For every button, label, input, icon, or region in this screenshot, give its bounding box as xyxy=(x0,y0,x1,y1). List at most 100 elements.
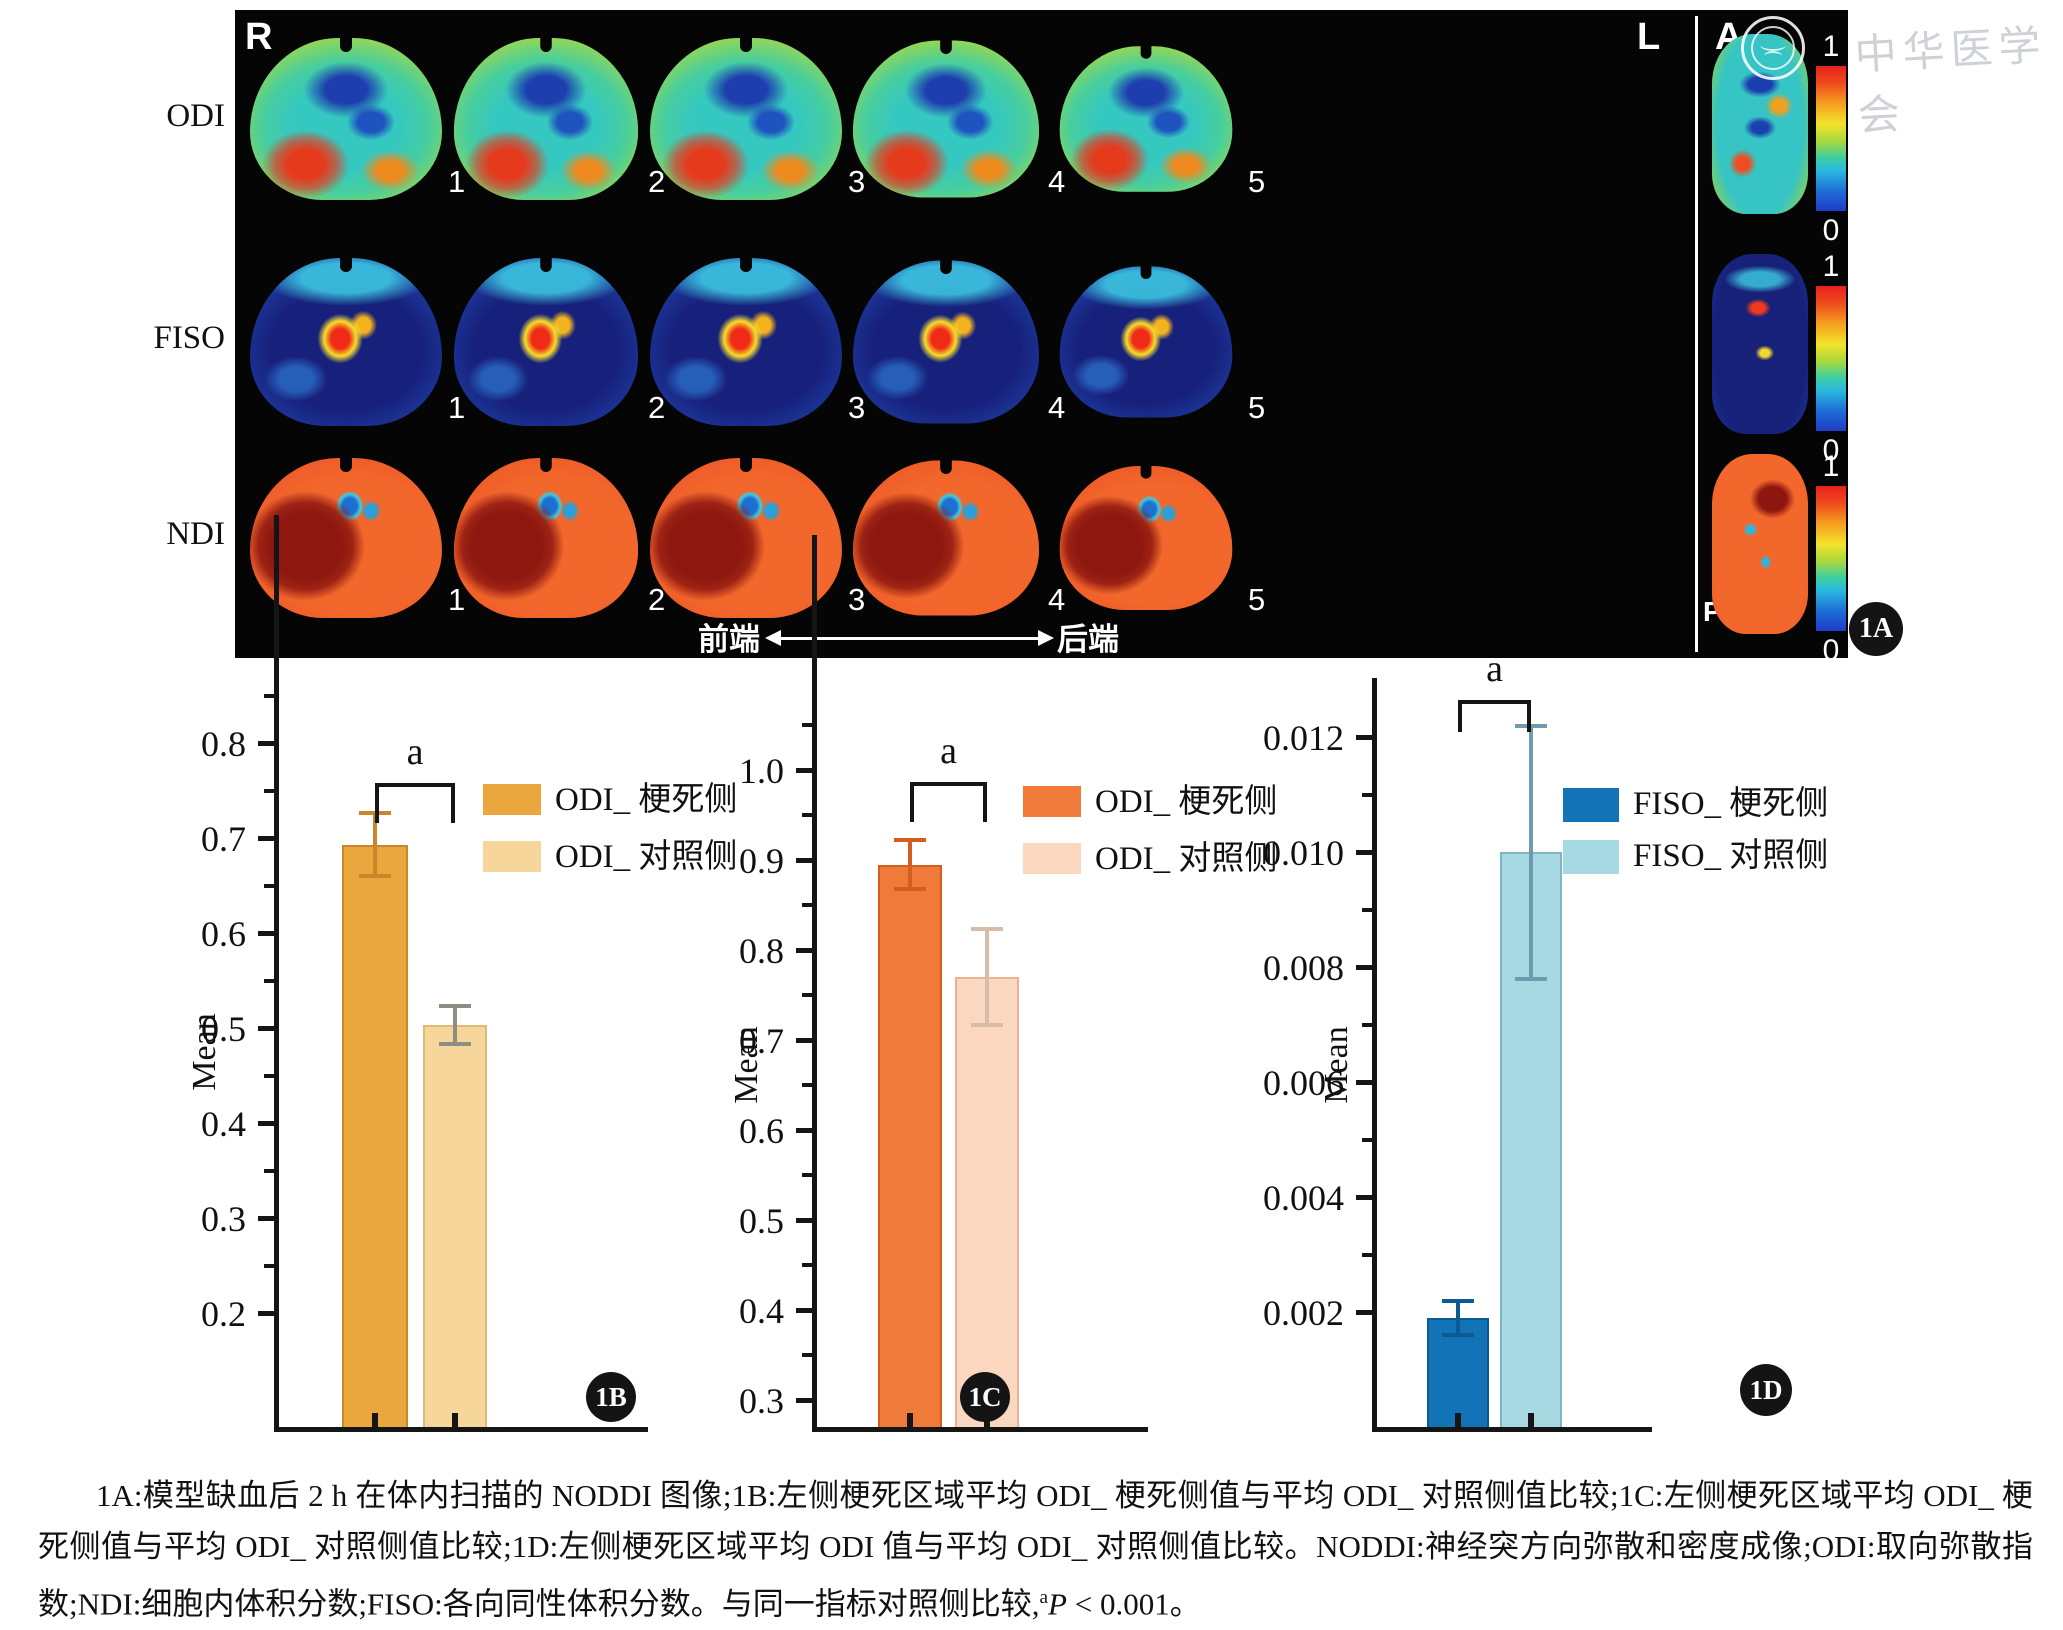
y-tick xyxy=(258,1026,274,1031)
y-minor-tick xyxy=(802,723,812,727)
figure-badge-1c: 1C xyxy=(960,1372,1010,1422)
panel-1a-brain-maps: R L A P 1 2 3 4 5 1 0 1 2 3 4 5 1 0 1 2 3 4 5 1 0 前端 后端 xyxy=(235,10,1848,666)
error-bar xyxy=(453,1006,457,1045)
y-minor-tick xyxy=(264,1168,274,1173)
colorbar-label-top: 1 xyxy=(1822,250,1840,283)
y-tick-label: 0.4 xyxy=(739,1291,784,1331)
arrow-head-right xyxy=(1038,630,1054,646)
error-bar xyxy=(1529,725,1533,979)
y-tick-label: 0.7 xyxy=(739,1021,784,1061)
slice-number: 2 xyxy=(648,390,666,425)
y-tick-label: 0.002 xyxy=(1263,1293,1344,1333)
arrow-head-left xyxy=(765,630,781,646)
x-axis xyxy=(1372,1427,1652,1432)
arrow-label-front: 前端 xyxy=(698,622,760,657)
slice-number: 1 xyxy=(448,164,466,199)
brain-slice xyxy=(852,38,1040,198)
brain-slice xyxy=(453,36,639,200)
y-tick xyxy=(1356,1195,1372,1200)
caption-p-italic: P xyxy=(1048,1586,1067,1622)
x-tick xyxy=(372,1413,378,1427)
y-minor-tick xyxy=(264,1263,274,1268)
error-bar xyxy=(908,840,912,889)
error-bar-cap-bottom xyxy=(894,886,926,891)
caption-superscript-a: a xyxy=(1039,1587,1049,1608)
y-tick xyxy=(1356,965,1372,970)
y-tick-label: 0.7 xyxy=(201,819,246,859)
legend-swatch xyxy=(1563,840,1619,874)
colorbar xyxy=(1816,286,1846,431)
y-tick-label: 0.010 xyxy=(1263,833,1344,873)
brain-slice xyxy=(1059,44,1233,192)
axial-view xyxy=(1712,454,1808,634)
colorbar xyxy=(1816,486,1846,631)
legend-swatch xyxy=(1023,843,1081,874)
legend-swatch xyxy=(483,784,541,815)
figure-badge-1a: 1A xyxy=(1849,602,1903,656)
colorbar-label-top: 1 xyxy=(1822,450,1840,483)
y-tick-label: 0.6 xyxy=(739,1111,784,1151)
x-tick xyxy=(1528,1413,1534,1427)
y-tick xyxy=(796,1038,812,1043)
y-tick-label: 0.3 xyxy=(201,1199,246,1239)
y-minor-tick xyxy=(264,978,274,983)
colorbar-label-bottom: 0 xyxy=(1822,214,1840,247)
y-tick xyxy=(258,931,274,936)
legend-label: FISO_ 对照侧 xyxy=(1633,838,1829,874)
error-bar-cap-bottom xyxy=(1515,976,1547,981)
significance-label: a xyxy=(940,730,957,772)
caption-text: 1A:模型缺血后 2 h 在体内扫描的 NODDI 图像;1B:左侧梗死区域平均… xyxy=(38,1478,2033,1622)
y-tick xyxy=(258,741,274,746)
y-minor-tick xyxy=(802,1263,812,1267)
brain-slice xyxy=(650,456,842,618)
slice-number: 4 xyxy=(1048,582,1066,617)
y-tick-label: 0.9 xyxy=(739,841,784,881)
y-tick xyxy=(796,858,812,863)
watermark-seal-inner xyxy=(1751,26,1795,70)
colorbar xyxy=(1816,66,1846,211)
error-bar xyxy=(985,929,989,1025)
slice-number: 4 xyxy=(1048,390,1066,425)
row-label-ndi: NDI xyxy=(166,516,225,552)
caption-text-tail: < 0.001。 xyxy=(1066,1586,1201,1622)
y-tick xyxy=(258,1121,274,1126)
y-tick-label: 0.006 xyxy=(1263,1063,1344,1103)
figure-badge-1b: 1B xyxy=(586,1372,636,1422)
y-tick xyxy=(796,948,812,953)
bar-infarct xyxy=(342,844,408,1427)
significance-bracket xyxy=(375,783,455,823)
significance-bracket xyxy=(910,782,987,822)
y-tick xyxy=(1356,735,1372,740)
brain-slice xyxy=(852,458,1040,616)
x-axis xyxy=(274,1427,648,1432)
significance-label: a xyxy=(1486,648,1503,690)
y-minor-tick xyxy=(802,993,812,997)
brain-slice xyxy=(453,256,639,426)
y-tick-label: 0.012 xyxy=(1263,718,1344,758)
slice-number: 5 xyxy=(1248,390,1266,425)
y-minor-tick xyxy=(802,1173,812,1177)
y-tick-label: 1.0 xyxy=(739,751,784,791)
anterior-posterior-arrow xyxy=(778,637,1040,640)
y-tick xyxy=(796,1128,812,1133)
y-tick-label: 0.008 xyxy=(1263,948,1344,988)
error-bar-cap-bottom xyxy=(359,874,391,878)
y-minor-tick xyxy=(802,813,812,817)
y-tick xyxy=(258,1216,274,1221)
brain-slice xyxy=(250,256,442,426)
y-tick-label: 0.5 xyxy=(201,1009,246,1049)
slice-number: 4 xyxy=(1048,164,1066,199)
legend-label: ODI_ 梗死侧 xyxy=(1095,784,1278,820)
y-axis xyxy=(1372,678,1377,1432)
error-bar-cap-bottom xyxy=(439,1042,471,1047)
row-label-odi: ODI xyxy=(166,98,225,134)
slice-number: 2 xyxy=(648,164,666,199)
y-axis xyxy=(812,535,817,1432)
error-bar xyxy=(1456,1300,1460,1335)
y-minor-tick xyxy=(264,1073,274,1078)
slice-number: 1 xyxy=(448,390,466,425)
y-tick-label: 0.004 xyxy=(1263,1178,1344,1218)
slice-number: 3 xyxy=(848,582,866,617)
y-tick xyxy=(796,768,812,773)
